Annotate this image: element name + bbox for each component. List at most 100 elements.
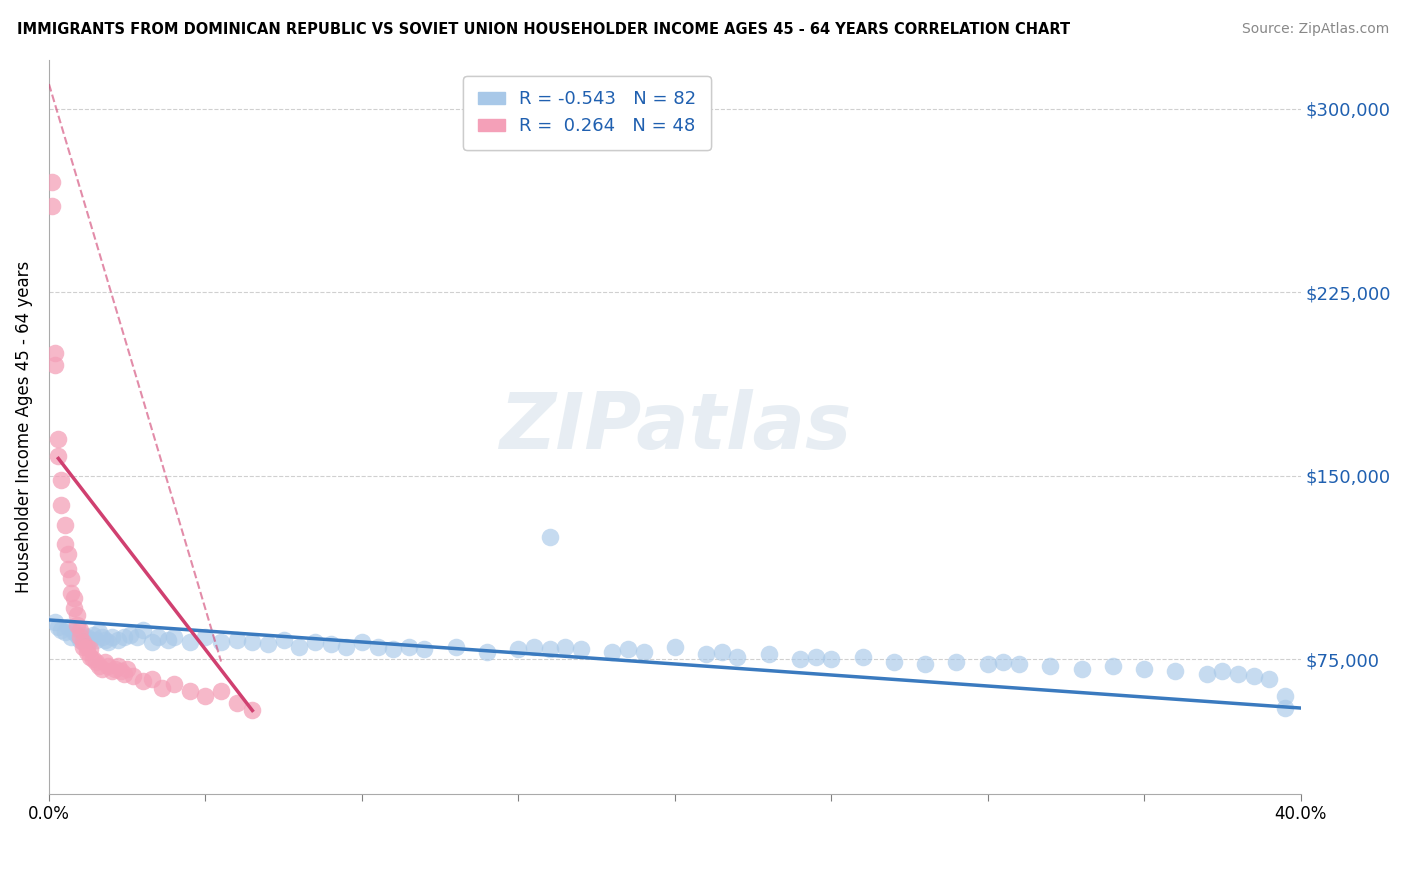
Point: [523, 640, 546, 654]
Point: [72, 627, 94, 641]
Point: [413, 642, 436, 657]
Point: [97, 659, 120, 673]
Point: [66, 617, 89, 632]
Point: [367, 640, 389, 654]
Point: [76, 640, 98, 654]
Point: [104, 662, 127, 676]
Point: [76, 630, 98, 644]
Point: [804, 649, 827, 664]
Point: [82, 652, 104, 666]
Point: [179, 635, 201, 649]
Point: [538, 642, 561, 657]
Point: [710, 645, 733, 659]
Point: [66, 627, 89, 641]
Point: [789, 652, 811, 666]
Point: [100, 665, 122, 679]
Legend: R = -0.543   N = 82, R =  0.264   N = 48: R = -0.543 N = 82, R = 0.264 N = 48: [464, 76, 711, 150]
Point: [76, 645, 98, 659]
Point: [1133, 662, 1156, 676]
Point: [72, 635, 94, 649]
Point: [53, 537, 76, 551]
Point: [820, 652, 842, 666]
Point: [112, 666, 135, 681]
Point: [91, 662, 114, 676]
Point: [44, 359, 66, 373]
Point: [120, 627, 142, 641]
Point: [382, 642, 405, 657]
Point: [59, 586, 82, 600]
Point: [59, 630, 82, 644]
Point: [1039, 659, 1062, 673]
Point: [91, 630, 114, 644]
Point: [53, 517, 76, 532]
Point: [44, 615, 66, 630]
Point: [398, 640, 420, 654]
Text: IMMIGRANTS FROM DOMINICAN REPUBLIC VS SOVIET UNION HOUSEHOLDER INCOME AGES 45 - : IMMIGRANTS FROM DOMINICAN REPUBLIC VS SO…: [17, 22, 1070, 37]
Point: [141, 635, 163, 649]
Point: [112, 630, 135, 644]
Point: [148, 630, 170, 644]
Point: [41, 199, 63, 213]
Point: [51, 498, 73, 512]
Point: [84, 655, 107, 669]
Point: [56, 561, 79, 575]
Point: [1211, 665, 1233, 679]
Point: [66, 608, 89, 623]
Point: [141, 672, 163, 686]
Point: [156, 632, 179, 647]
Point: [319, 637, 342, 651]
Point: [1274, 701, 1296, 715]
Point: [288, 640, 311, 654]
Point: [1243, 669, 1265, 683]
Point: [475, 645, 498, 659]
Point: [44, 346, 66, 360]
Point: [63, 625, 86, 640]
Point: [257, 637, 280, 651]
Point: [48, 620, 70, 634]
Point: [132, 674, 155, 689]
Text: ZIPatlas: ZIPatlas: [499, 389, 851, 465]
Point: [69, 630, 91, 644]
Point: [79, 632, 101, 647]
Point: [48, 449, 70, 463]
Point: [273, 632, 295, 647]
Point: [209, 635, 232, 649]
Point: [69, 623, 91, 637]
Point: [132, 623, 155, 637]
Point: [56, 547, 79, 561]
Point: [569, 642, 592, 657]
Point: [695, 647, 717, 661]
Point: [94, 655, 117, 669]
Point: [993, 655, 1015, 669]
Point: [633, 645, 655, 659]
Point: [225, 632, 247, 647]
Point: [79, 642, 101, 657]
Point: [914, 657, 936, 671]
Point: [851, 649, 873, 664]
Point: [1227, 666, 1250, 681]
Point: [617, 642, 640, 657]
Point: [508, 642, 530, 657]
Point: [125, 630, 148, 644]
Point: [100, 630, 122, 644]
Point: [209, 684, 232, 698]
Point: [63, 591, 86, 605]
Point: [72, 640, 94, 654]
Point: [122, 669, 145, 683]
Point: [63, 600, 86, 615]
Point: [79, 649, 101, 664]
Point: [194, 689, 217, 703]
Point: [110, 665, 132, 679]
Point: [664, 640, 686, 654]
Point: [107, 632, 129, 647]
Point: [179, 684, 201, 698]
Point: [725, 649, 748, 664]
Point: [538, 530, 561, 544]
Point: [350, 635, 373, 649]
Point: [163, 630, 186, 644]
Point: [945, 655, 967, 669]
Point: [554, 640, 576, 654]
Text: Source: ZipAtlas.com: Source: ZipAtlas.com: [1241, 22, 1389, 37]
Point: [1164, 665, 1187, 679]
Point: [41, 175, 63, 189]
